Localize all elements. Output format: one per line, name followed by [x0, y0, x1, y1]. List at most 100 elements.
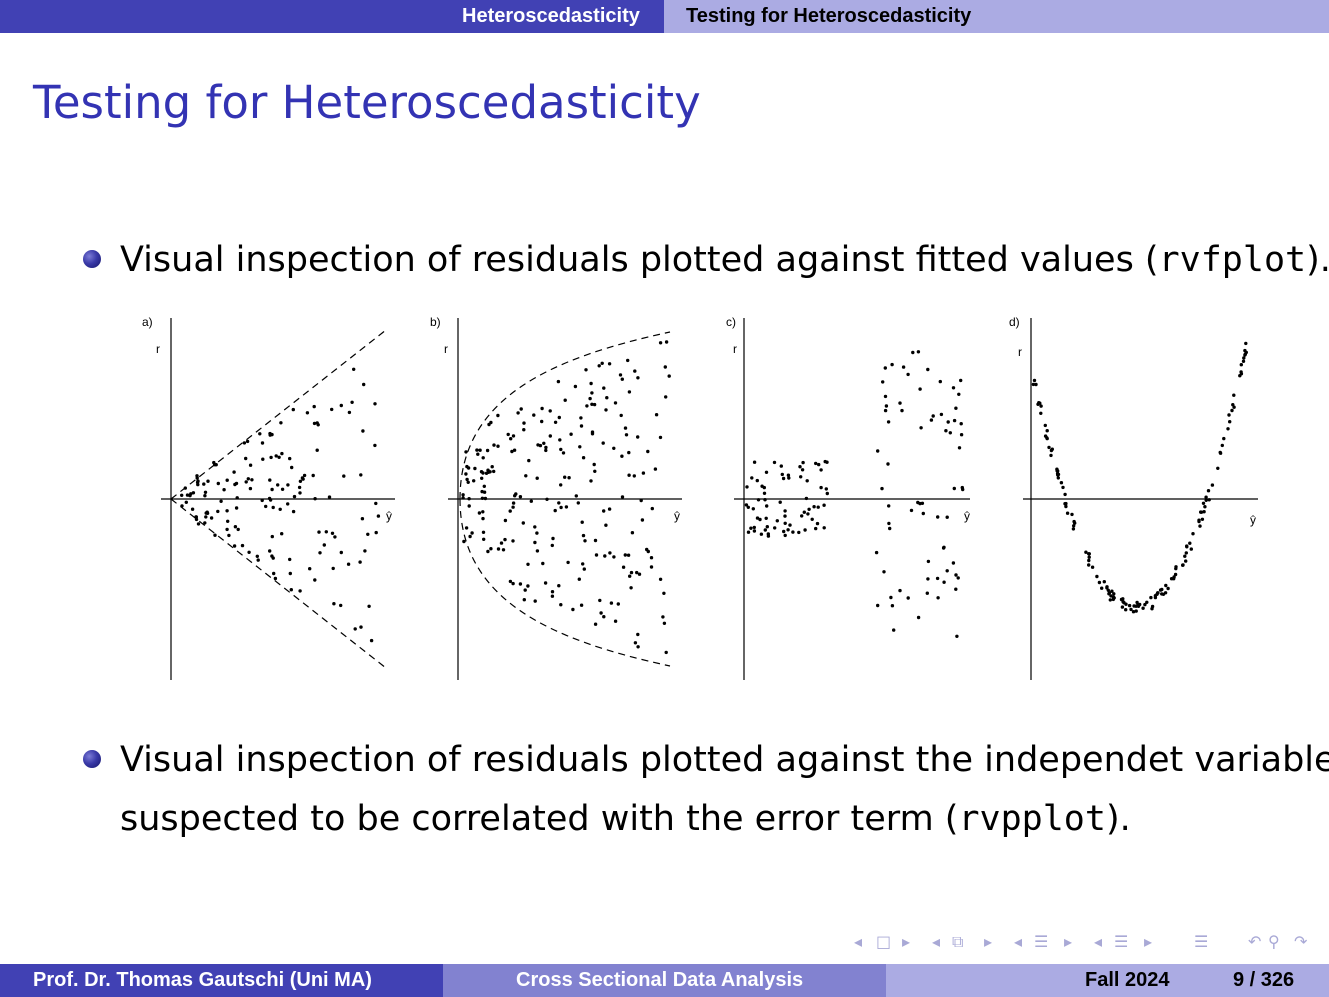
- scatter-point: [955, 634, 959, 638]
- scatter-point: [342, 474, 346, 478]
- scatter-point: [203, 521, 207, 525]
- scatter-point: [601, 441, 605, 445]
- nav-prev-slide-icon[interactable]: ◂: [854, 932, 863, 951]
- scatter-point: [232, 544, 237, 548]
- scatter-point: [464, 472, 468, 476]
- scatter-point: [374, 501, 378, 506]
- scatter-point: [232, 470, 236, 474]
- nav-next-slide-icon[interactable]: ▸: [902, 932, 911, 951]
- nav-frame-icon[interactable]: ⧉: [952, 932, 964, 951]
- scatter-point: [1207, 498, 1211, 502]
- scatter-point: [1204, 495, 1208, 499]
- scatter-point: [658, 577, 663, 581]
- scatter-point: [361, 429, 365, 433]
- scatter-point: [244, 456, 248, 461]
- scatter-point: [814, 526, 818, 531]
- scatter-point: [664, 650, 668, 655]
- bullet-icon: [83, 750, 101, 768]
- footer-page-area: [886, 964, 1329, 997]
- scatter-point: [486, 468, 490, 472]
- nav-prev-frame-icon[interactable]: ◂: [932, 932, 941, 951]
- scatter-point: [225, 478, 229, 482]
- scatter-point: [600, 361, 604, 365]
- scatter-point: [366, 532, 370, 536]
- scatter-point: [579, 603, 584, 607]
- scatter-point: [503, 537, 507, 542]
- scatter-point: [464, 526, 469, 530]
- nav-next-frame-icon[interactable]: ▸: [984, 932, 993, 951]
- scatter-point: [764, 516, 768, 520]
- code-command: rvpplot: [958, 799, 1106, 839]
- nav-subsection-link[interactable]: Testing for Heteroscedasticity: [686, 5, 972, 27]
- scatter-point: [1184, 559, 1188, 563]
- scatter-point: [305, 411, 310, 415]
- scatter-point: [765, 504, 769, 508]
- nav-next-subsection-icon[interactable]: ▸: [1064, 932, 1073, 951]
- nav-back-icon[interactable]: ↶: [1248, 932, 1262, 951]
- nav-subsection-icon[interactable]: ☰: [1034, 932, 1049, 951]
- scatter-point: [478, 448, 482, 452]
- scatter-point: [518, 495, 523, 499]
- scatter-point: [1156, 591, 1160, 595]
- scatter-point: [242, 441, 247, 445]
- scatter-point: [608, 551, 612, 555]
- nav-slide-icon[interactable]: □: [876, 932, 892, 951]
- scatter-point: [1141, 606, 1145, 610]
- scatter-point: [900, 408, 904, 413]
- scatter-point: [523, 588, 527, 592]
- scatter-point: [551, 536, 555, 541]
- scatter-point: [535, 549, 540, 553]
- scatter-point: [819, 468, 823, 472]
- scatter-point: [954, 406, 958, 410]
- scatter-point: [1174, 566, 1178, 571]
- nav-prev-section-icon[interactable]: ◂: [1094, 932, 1103, 951]
- scatter-point: [352, 367, 356, 371]
- scatter-point: [1065, 511, 1070, 515]
- scatter-point: [367, 604, 371, 608]
- nav-next-section-icon[interactable]: ▸: [1144, 932, 1153, 951]
- scatter-point: [788, 523, 792, 527]
- scatter-point: [1102, 580, 1106, 584]
- scatter-point: [627, 473, 631, 477]
- scatter-point: [621, 565, 626, 569]
- scatter-point: [787, 476, 791, 480]
- scatter-point: [1124, 608, 1128, 612]
- scatter-point: [935, 576, 940, 581]
- scatter-point: [556, 379, 561, 384]
- scatter-point: [613, 619, 618, 623]
- scatter-point: [234, 506, 239, 510]
- scatter-point: [280, 487, 285, 491]
- scatter-point: [185, 493, 190, 497]
- scatter-point: [1045, 436, 1049, 440]
- nav-forward-icon[interactable]: ↷: [1294, 932, 1308, 951]
- scatter-point: [559, 483, 563, 487]
- nav-prev-subsection-icon[interactable]: ◂: [1014, 932, 1023, 951]
- scatter-point: [1121, 597, 1125, 601]
- scatter-point: [629, 586, 633, 590]
- nav-document-icon[interactable]: ☰: [1194, 932, 1209, 951]
- scatter-point: [486, 549, 490, 554]
- scatter-point: [938, 379, 942, 384]
- scatter-point: [759, 532, 764, 536]
- scatter-point: [533, 540, 537, 545]
- scatter-point: [481, 530, 486, 534]
- scatter-point: [183, 486, 187, 490]
- nav-section-icon[interactable]: ☰: [1114, 932, 1129, 951]
- scatter-point: [277, 455, 281, 459]
- scatter-point: [633, 369, 637, 373]
- nav-section-link[interactable]: Heteroscedasticity: [462, 5, 640, 27]
- scatter-point: [464, 450, 468, 454]
- scatter-point: [807, 507, 811, 511]
- scatter-point: [467, 497, 471, 501]
- scatter-point: [812, 505, 816, 509]
- bullet-item: Visual inspection of residuals plotted a…: [83, 231, 1329, 291]
- scatter-point: [881, 380, 885, 384]
- nav-search-icon[interactable]: ⚲: [1268, 932, 1280, 951]
- scatter-point: [942, 580, 946, 584]
- scatter-point: [461, 493, 465, 497]
- scatter-point: [936, 515, 940, 519]
- scatter-point: [760, 484, 764, 488]
- scatter-point: [268, 478, 272, 482]
- scatter-point: [667, 374, 671, 378]
- scatter-point: [806, 512, 810, 516]
